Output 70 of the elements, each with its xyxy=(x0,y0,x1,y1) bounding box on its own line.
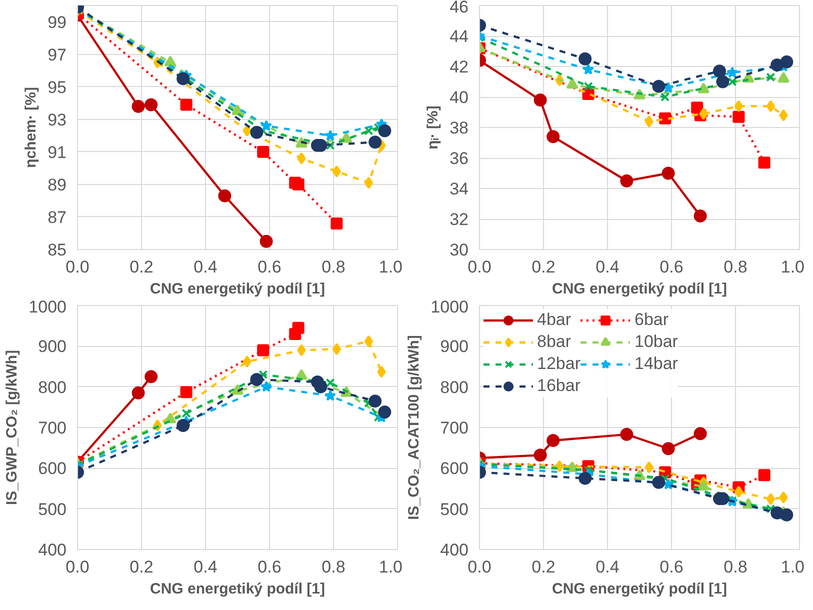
y-tick-label: 600 xyxy=(38,459,67,478)
legend-label: 4bar xyxy=(537,309,572,331)
y-tick-label: 85 xyxy=(48,240,67,260)
y-tick-label: 400 xyxy=(440,540,469,560)
x-tick-label: 0.2 xyxy=(532,258,556,276)
y-tick-label: 30 xyxy=(450,240,469,260)
x-tick-label: 0.8 xyxy=(724,558,748,576)
y-tick-label: 700 xyxy=(440,418,469,438)
x-tick-label: 0.6 xyxy=(660,258,684,276)
x-tick-label: 0.2 xyxy=(532,558,556,576)
x-tick-label: 0.4 xyxy=(194,558,218,576)
y-tick-label: 600 xyxy=(440,459,469,478)
y-axis-title: ηᵢ· [%] xyxy=(424,106,442,150)
y-tick-label: 500 xyxy=(38,500,67,519)
y-tick-label: 99 xyxy=(48,12,67,32)
y-tick-label: 46 xyxy=(450,0,469,16)
x-tick-label: 0.6 xyxy=(258,558,282,576)
y-tick-label: 34 xyxy=(450,180,469,198)
x-tick-label: 1.0 xyxy=(780,558,805,576)
y-tick-label: 800 xyxy=(440,378,469,397)
y-axis-title: IS_CO₂_ACAT100 [g/kWh] xyxy=(406,335,423,520)
y-tick-label: 400 xyxy=(38,540,67,560)
y-tick-label: 1000 xyxy=(28,298,67,316)
legend-label: 8bar xyxy=(537,331,572,353)
y-tick-label: 91 xyxy=(48,142,67,162)
legend-label: 6bar xyxy=(634,309,669,331)
legend-label: 14bar xyxy=(634,353,678,375)
x-axis-title: CNG energetiký podíl [1] xyxy=(552,580,728,598)
x-tick-label: 0.0 xyxy=(66,258,90,276)
y-tick-label: 40 xyxy=(450,88,469,107)
y-tick-label: 38 xyxy=(450,118,469,138)
y-tick-label: 32 xyxy=(450,210,469,229)
x-tick-label: 0.2 xyxy=(130,558,154,576)
y-tick-label: 89 xyxy=(48,175,67,194)
x-tick-label: 0.4 xyxy=(596,258,620,276)
y-tick-label: 500 xyxy=(440,500,469,519)
x-tick-label: 0.0 xyxy=(468,558,492,576)
y-tick-label: 900 xyxy=(440,337,469,356)
y-tick-label: 93 xyxy=(48,110,67,130)
x-tick-label: 0.0 xyxy=(66,558,90,576)
x-tick-label: 0.6 xyxy=(660,558,684,576)
x-tick-label: 0.0 xyxy=(468,258,492,276)
x-axis-title: CNG energetiký podíl [1] xyxy=(150,280,326,298)
y-tick-label: 42 xyxy=(450,58,469,76)
y-tick-label: 800 xyxy=(38,378,67,397)
x-axis-title: CNG energetiký podíl [1] xyxy=(552,280,728,298)
y-tick-label: 1000 xyxy=(430,298,469,316)
x-tick-label: 0.2 xyxy=(130,258,154,276)
y-tick-label: 87 xyxy=(48,208,67,227)
y-axis-title: IS_GWP_CO₂ [g/kWh] xyxy=(4,350,21,505)
x-tick-label: 1.0 xyxy=(378,558,403,576)
y-tick-label: 700 xyxy=(38,418,67,438)
x-tick-label: 0.4 xyxy=(596,558,620,576)
x-tick-label: 1.0 xyxy=(378,258,403,276)
y-tick-label: 900 xyxy=(38,337,67,356)
x-tick-label: 0.8 xyxy=(724,258,748,276)
y-tick-label: 97 xyxy=(48,45,67,64)
legend-label: 16bar xyxy=(537,375,580,397)
x-tick-label: 1.0 xyxy=(780,258,805,276)
y-tick-label: 95 xyxy=(48,78,67,97)
x-tick-label: 0.8 xyxy=(322,258,346,276)
x-tick-label: 0.8 xyxy=(322,558,346,576)
y-axis-title: ηchem· [%] xyxy=(22,87,40,168)
y-tick-label: 36 xyxy=(450,149,469,168)
y-tick-label: 44 xyxy=(450,27,469,46)
x-tick-label: 0.4 xyxy=(194,258,218,276)
legend-label: 10bar xyxy=(634,331,678,353)
x-axis-title: CNG energetiký podíl [1] xyxy=(150,580,326,598)
x-tick-label: 0.6 xyxy=(258,258,282,276)
legend-label: 12bar xyxy=(537,353,580,375)
